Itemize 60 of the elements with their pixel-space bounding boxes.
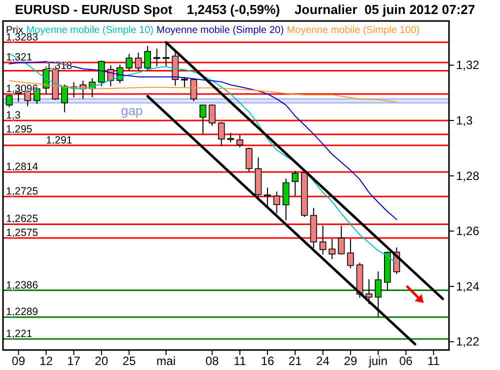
candlestick	[98, 60, 105, 87]
ref-line-label: 1,221	[6, 328, 32, 340]
x-tick-label: 29	[344, 354, 358, 368]
y-tick-label: 1,32	[456, 58, 480, 72]
candlestick	[366, 278, 372, 305]
chart-title: EURUSD - EUR/USD Spot 1,2453 (-0,59%) Journalier 05 juin 2012 07:27	[14, 2, 476, 17]
candlestick	[153, 48, 160, 67]
x-tick-label: 09	[12, 354, 26, 368]
ref-line-label: 1,2814	[6, 160, 38, 173]
y-tick-label: 1,22	[456, 334, 480, 349]
text: Moyenne mobile (Simple 10)	[26, 25, 154, 36]
x-tick-label: juin	[368, 354, 388, 368]
candlestick	[282, 178, 290, 221]
candlestick	[236, 134, 244, 148]
ref-line-label: 1,3	[6, 110, 21, 122]
x-tick-label: 16	[260, 354, 275, 368]
y-tick-label: 1,26	[456, 224, 480, 238]
ref-line-label: 1,2625	[6, 213, 38, 226]
x-tick-label: 24	[316, 354, 330, 368]
candlestick	[347, 238, 354, 269]
candlestick	[319, 225, 326, 256]
y-tick-label: 1,24	[456, 279, 480, 294]
y-tick-label: 1,28	[456, 168, 480, 183]
candlestick	[6, 94, 13, 108]
candlestick	[264, 187, 271, 208]
text: Moyenne mobile (Simple 100)	[286, 25, 420, 36]
x-tick-label: 20	[94, 354, 108, 368]
x-tick-label: 11	[427, 354, 440, 368]
x-tick-label: 17	[67, 354, 81, 368]
candlestick	[338, 225, 345, 256]
ref-line-label: 1,2289	[6, 306, 38, 318]
candlestick	[273, 191, 280, 214]
candlestick	[126, 53, 133, 72]
x-tick-label: 12	[39, 354, 54, 368]
candlestick	[292, 170, 299, 197]
band-label: gap	[121, 102, 143, 118]
ref-line-label: 1,295	[6, 123, 32, 136]
x-tick-label: 11	[234, 354, 246, 368]
candlestick	[246, 147, 252, 172]
ref-line-label: 1,291	[46, 134, 72, 146]
candlestick	[218, 121, 225, 146]
candlestick	[328, 238, 336, 260]
x-tick-label: 08	[205, 354, 220, 368]
ref-line-label: 1,2725	[6, 186, 38, 198]
candlestick	[134, 52, 142, 72]
candlestick	[227, 132, 234, 143]
ref-line-label: 1,2386	[6, 279, 38, 292]
candlestick	[144, 45, 151, 71]
x-tick-label: 21	[288, 354, 302, 368]
x-tick-label: mai	[156, 354, 176, 368]
x-tick-label: 25	[122, 354, 136, 368]
candlestick	[208, 104, 216, 126]
text: Moyenne mobile (Simple 20)	[156, 25, 284, 36]
y-tick-label: 1,3	[456, 114, 474, 128]
ref-line-label: 1,2575	[6, 227, 38, 240]
x-tick-label: 06	[399, 354, 413, 368]
candlestick	[61, 84, 68, 113]
candlestick	[181, 76, 188, 88]
candlestick	[200, 104, 206, 135]
candlestick	[374, 270, 382, 318]
